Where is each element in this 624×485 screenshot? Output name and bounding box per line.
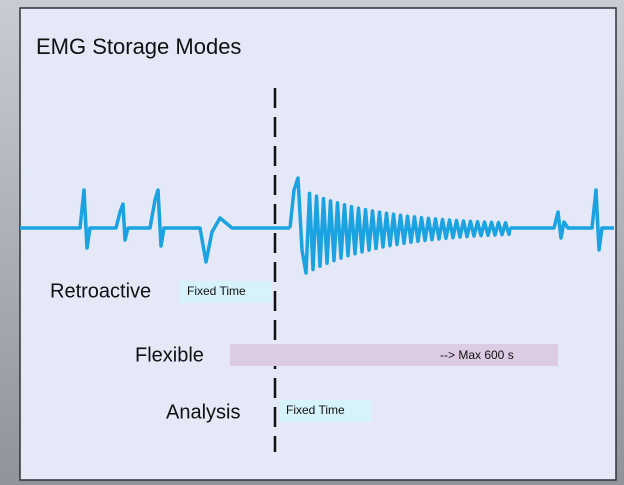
time-bar [180, 281, 272, 303]
time-bar [230, 344, 558, 366]
emg-burst [288, 176, 512, 275]
mode-label: Flexible [135, 344, 204, 366]
mode-label: Retroactive [50, 280, 151, 302]
emg-waveform-tail [510, 188, 614, 252]
emg-waveform [20, 188, 290, 264]
time-bar-label: Fixed Time [286, 403, 345, 417]
time-bar-label: --> Max 600 s [440, 348, 514, 362]
time-bar-label: Fixed Time [187, 284, 246, 298]
time-bar [280, 400, 372, 422]
mode-label: Analysis [166, 401, 240, 423]
title: EMG Storage Modes [36, 34, 241, 59]
